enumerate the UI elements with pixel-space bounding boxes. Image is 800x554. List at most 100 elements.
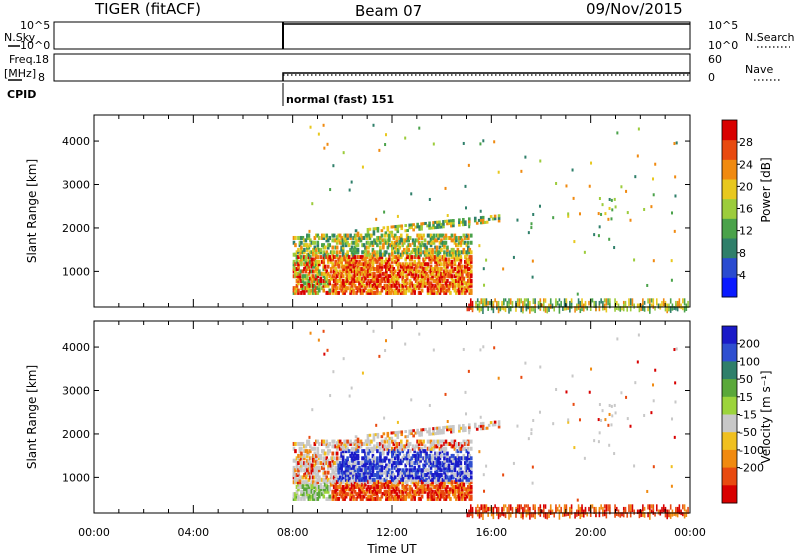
velocity-echo-cell <box>347 463 351 468</box>
velocity-echo-cell <box>469 439 473 444</box>
velocity-echo-cell <box>447 468 451 473</box>
velocity-echo-cell <box>401 489 405 494</box>
velocity-echo-cell <box>638 512 641 519</box>
velocity-echo-cell <box>352 484 355 489</box>
velocity-echo-cell <box>364 482 367 487</box>
velocity-echo-cell <box>542 512 545 518</box>
velocity-echo-cell <box>329 482 333 487</box>
velocity-echo-cell <box>432 429 435 433</box>
velocity-echo-cell <box>422 473 425 478</box>
power-echo-cell <box>654 306 656 311</box>
velocity-echo-cell <box>325 482 329 487</box>
velocity-colorbar-swatch-5 <box>722 414 737 433</box>
velocity-echo-cell <box>434 451 437 456</box>
velocity-echo-cell <box>301 489 305 494</box>
velocity-echo-cell <box>399 461 403 466</box>
power-echo-cell <box>443 278 446 283</box>
power-echo-cell <box>303 247 306 252</box>
power-echo-cell <box>326 281 330 286</box>
velocity-echo-cell <box>338 446 342 451</box>
velocity-echo-cell <box>426 458 430 463</box>
velocity-echo-cell <box>358 492 361 497</box>
power-echo-cell <box>335 269 339 274</box>
velocity-echo-cell <box>438 451 442 456</box>
velocity-echo-cell <box>297 461 300 466</box>
power-echo-cell <box>416 245 419 250</box>
velocity-echo-cell <box>328 463 332 468</box>
velocity-echo-cell <box>441 492 445 497</box>
power-echo-cell <box>388 262 391 267</box>
velocity-echo-cell <box>428 489 431 494</box>
velocity-echo-cell <box>683 504 686 512</box>
velocity-echo-cell <box>432 475 436 480</box>
velocity-echo-cell <box>344 439 348 444</box>
velocity-echo-cell <box>393 489 397 494</box>
power-echo-cell <box>464 259 467 264</box>
velocity-echo-cell <box>685 512 688 517</box>
power-echo-cell <box>475 221 479 225</box>
power-echo-cell <box>444 281 448 286</box>
power-echo-cell <box>320 243 324 248</box>
power-echo-cell <box>428 283 431 288</box>
power-echo-cell <box>607 298 609 306</box>
velocity-echo-cell <box>301 484 305 489</box>
power-echo-cell <box>404 283 408 288</box>
power-echo-cell <box>382 276 385 281</box>
velocity-echo-cell <box>379 441 382 446</box>
velocity-echo-cell <box>377 441 381 446</box>
power-echo-cell <box>392 245 396 250</box>
velocity-echo-cell <box>371 484 375 489</box>
velocity-echo-cell <box>504 512 507 519</box>
velocity-echo-cell <box>359 489 363 494</box>
velocity-echo-cell <box>456 463 460 468</box>
power-echo-cell <box>569 300 571 309</box>
velocity-echo-cell <box>469 494 473 499</box>
power-echo-cell <box>466 257 470 262</box>
power-echo-cell <box>410 281 413 286</box>
velocity-echo-cell <box>404 489 408 494</box>
power-echo-cell <box>300 250 303 255</box>
power-echo-cell <box>465 281 469 286</box>
velocity-echo-cell <box>482 473 485 477</box>
power-echo-cell <box>468 257 472 262</box>
velocity-echo-cell <box>622 506 625 510</box>
velocity-echo-cell <box>492 509 495 515</box>
power-echo-cell <box>405 233 409 238</box>
power-echo-cell <box>352 264 355 269</box>
power-echo-cell <box>310 274 314 279</box>
velocity-echo-cell <box>376 461 379 466</box>
power-echo-cell <box>315 233 318 238</box>
velocity-echo-cell <box>605 506 608 512</box>
power-echo-cell <box>654 162 657 166</box>
velocity-echo-cell <box>317 453 321 458</box>
velocity-echo-cell <box>450 456 454 461</box>
velocity-echo-cell <box>429 446 433 451</box>
velocity-echo-cell <box>423 475 427 480</box>
power-echo-cell <box>452 224 455 228</box>
power-echo-cell <box>563 298 566 307</box>
velocity-echo-cell <box>671 417 674 421</box>
power-echo-cell <box>432 278 436 283</box>
power-echo-cell <box>464 286 467 291</box>
velocity-echo-cell <box>455 458 458 463</box>
velocity-echo-cell <box>332 461 336 466</box>
power-echo-cell <box>359 271 363 276</box>
velocity-echo-cell <box>313 465 317 470</box>
velocity-echo-cell <box>456 453 460 458</box>
power-colorbar-swatch-2 <box>722 238 737 259</box>
velocity-echo-cell <box>414 480 418 485</box>
power-echo-cell <box>422 243 425 248</box>
velocity-echo-cell <box>402 496 406 501</box>
power-echo-cell <box>332 278 336 283</box>
power-colorbar-swatch-3 <box>722 218 737 239</box>
velocity-echo-cell <box>405 444 409 449</box>
velocity-echo-cell <box>608 412 611 416</box>
velocity-echo-cell <box>323 451 327 456</box>
velocity-echo-cell <box>441 449 445 454</box>
power-echo-cell <box>405 245 409 250</box>
power-echo-cell <box>355 243 358 248</box>
power-echo-cell <box>389 283 393 288</box>
power-echo-cell <box>315 274 318 279</box>
velocity-echo-cell <box>297 482 300 487</box>
velocity-echo-cell <box>334 461 337 466</box>
